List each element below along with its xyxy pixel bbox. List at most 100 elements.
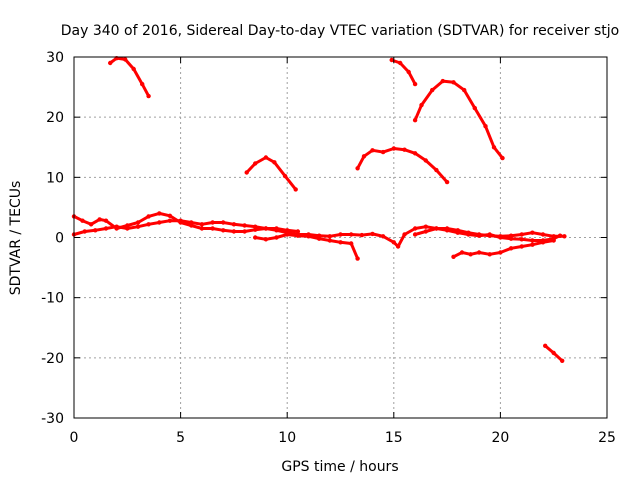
data-point	[221, 220, 226, 225]
data-point	[244, 170, 249, 175]
x-tick-label: 5	[176, 430, 185, 446]
y-tick-labels: -30 -20 -10 0 10 20 30	[41, 50, 64, 427]
data-point	[135, 224, 141, 229]
x-axis-label: GPS time / hours	[281, 459, 398, 475]
data-point	[423, 224, 428, 229]
data-point	[412, 151, 418, 156]
data-point	[114, 224, 119, 229]
data-point	[140, 81, 145, 87]
axis-ticks	[73, 56, 608, 419]
data-point	[231, 229, 237, 234]
data-point	[530, 238, 535, 243]
data-point	[419, 102, 424, 108]
data-point	[93, 228, 98, 233]
data-point	[103, 218, 109, 223]
chart-title: Day 340 of 2016, Sidereal Day-to-day VTE…	[61, 23, 619, 39]
y-tick-label: 10	[46, 170, 64, 186]
gridlines	[74, 57, 607, 418]
data-point	[82, 229, 87, 234]
data-point	[349, 241, 354, 246]
data-point	[402, 232, 407, 237]
data-point	[88, 222, 94, 227]
data-point	[500, 155, 505, 161]
x-tick-label: 15	[385, 430, 403, 446]
data-point	[440, 78, 445, 84]
data-point	[412, 232, 418, 237]
x-tick-label: 25	[598, 430, 616, 446]
data-point	[551, 238, 556, 243]
series-arc-5	[413, 79, 504, 160]
data-point	[97, 217, 102, 222]
data-point	[108, 60, 113, 66]
data-point	[491, 145, 497, 150]
data-point	[131, 66, 136, 72]
data-point	[444, 179, 450, 185]
data-point	[395, 244, 401, 249]
data-point	[189, 220, 194, 225]
data-point	[167, 213, 173, 218]
data-point	[242, 223, 247, 228]
data-point	[338, 240, 343, 245]
data-point	[519, 244, 524, 249]
data-point	[263, 155, 269, 160]
data-point	[103, 226, 109, 231]
data-point	[389, 57, 394, 63]
data-point	[285, 228, 290, 233]
data-point	[293, 187, 298, 192]
data-point	[359, 232, 364, 238]
data-point	[242, 229, 247, 234]
series-arc-7	[72, 211, 566, 248]
y-axis-label: SDTVAR / TECUs	[8, 181, 24, 296]
data-point	[468, 252, 473, 257]
data-point	[423, 158, 428, 163]
data-point	[295, 229, 301, 234]
data-point	[210, 220, 215, 225]
data-point	[178, 218, 183, 223]
data-point	[80, 218, 85, 223]
data-point	[282, 173, 288, 179]
y-tick-label: -20	[41, 351, 64, 367]
series-arc-9	[253, 233, 360, 261]
data-point	[380, 149, 386, 155]
data-point	[327, 234, 332, 239]
data-point	[146, 93, 151, 99]
data-point	[551, 350, 556, 356]
y-tick-label: -30	[41, 411, 64, 427]
data-point	[483, 124, 488, 129]
data-point	[253, 161, 258, 166]
data-point	[306, 234, 311, 239]
data-point	[370, 231, 375, 237]
data-point	[472, 105, 477, 111]
data-point	[125, 226, 130, 231]
y-tick-label: 0	[55, 231, 64, 247]
y-tick-label: 30	[46, 50, 64, 66]
data-point	[274, 235, 279, 240]
data-point	[146, 222, 151, 227]
data-point	[459, 250, 465, 255]
x-tick-label: 10	[278, 430, 296, 446]
data-point	[434, 226, 439, 231]
data-point	[146, 214, 151, 219]
data-point	[263, 226, 269, 231]
data-point	[210, 226, 215, 231]
data-point	[487, 232, 492, 237]
data-point	[455, 230, 460, 235]
data-point	[451, 80, 456, 85]
data-point	[466, 232, 471, 237]
data-point	[560, 358, 565, 363]
data-point	[498, 235, 503, 240]
data-point	[434, 167, 439, 173]
data-point	[285, 232, 290, 237]
data-point	[487, 252, 492, 257]
data-point	[295, 233, 301, 238]
data-point	[557, 233, 563, 238]
data-point	[327, 238, 332, 243]
data-point	[317, 236, 322, 241]
series-arc-3	[356, 147, 449, 184]
data-point	[272, 160, 277, 165]
data-point	[402, 147, 407, 152]
data-point	[199, 222, 205, 227]
data-point	[157, 211, 162, 216]
data-point	[508, 246, 514, 251]
